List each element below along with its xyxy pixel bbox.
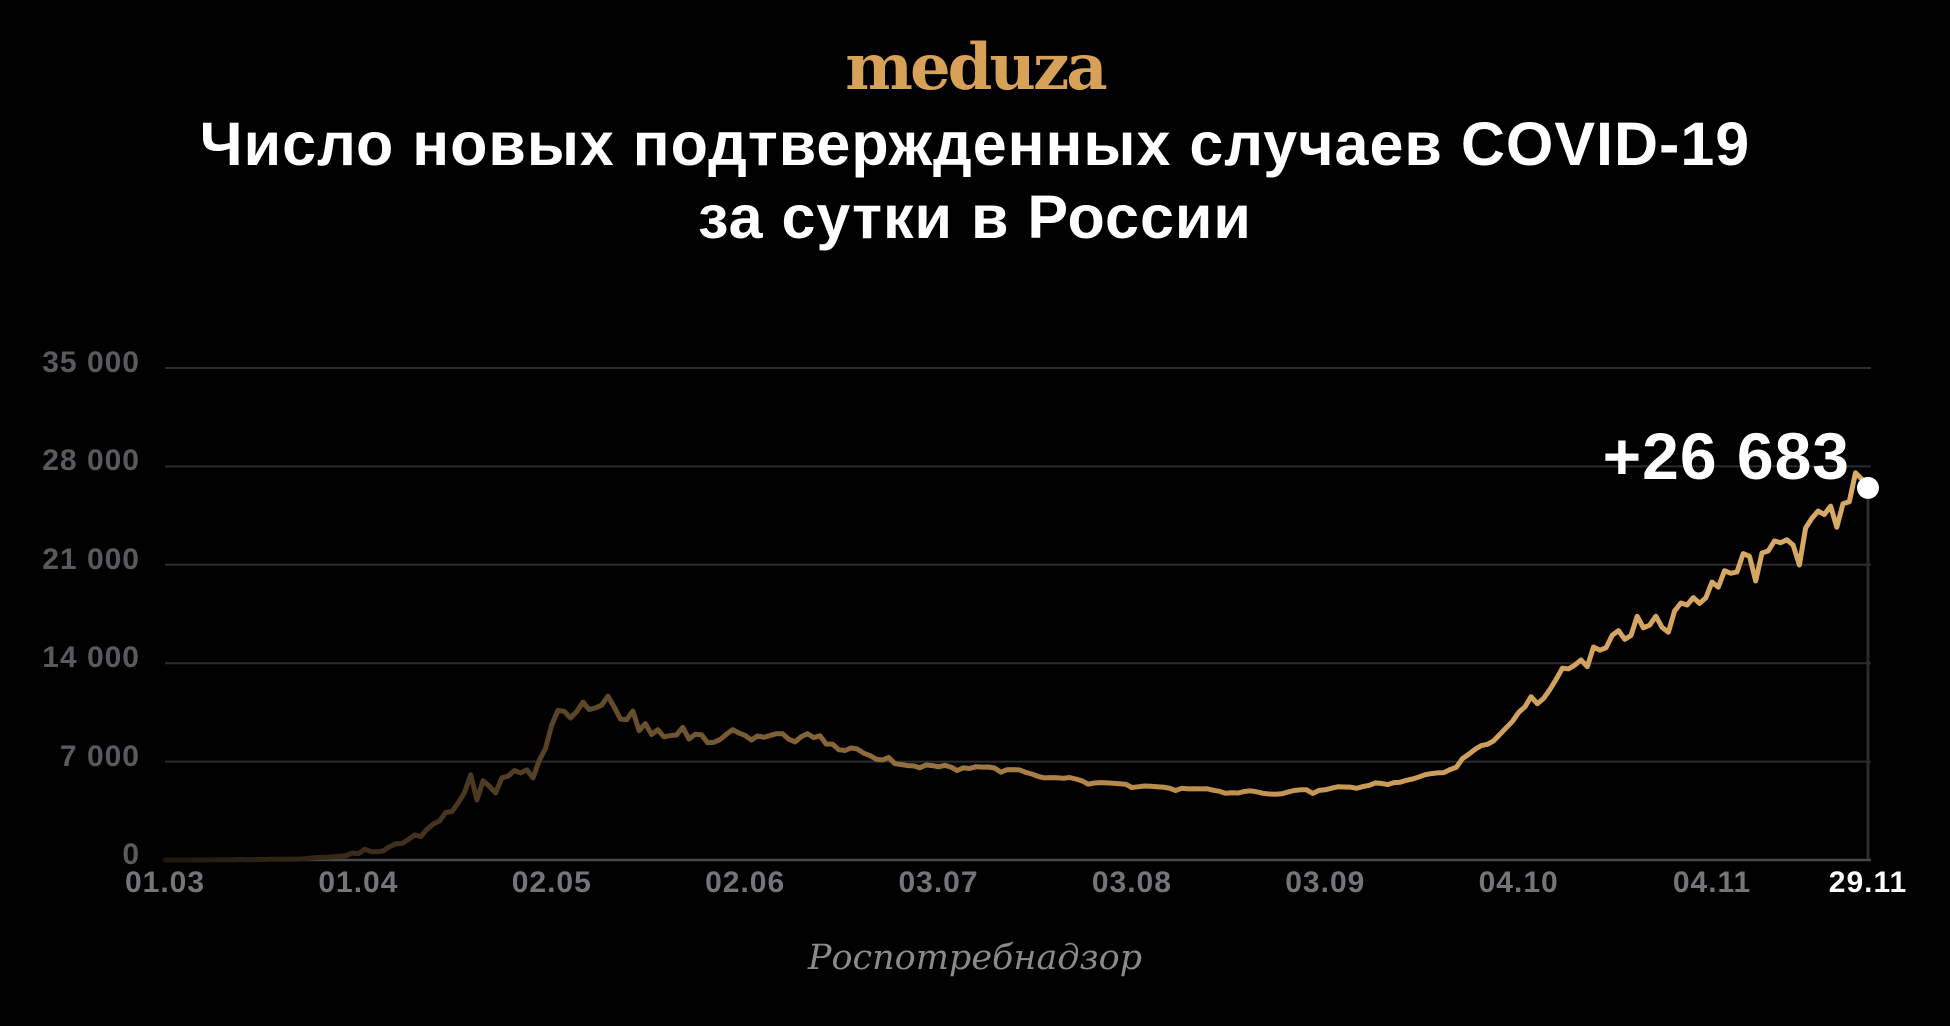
- x-axis-label-04.10: 04.10: [1478, 866, 1559, 899]
- y-axis-label: 0: [122, 838, 140, 871]
- x-axis-label-03.08: 03.08: [1091, 866, 1172, 899]
- chart-title-line-1: Число новых подтвержденных случаев COVID…: [199, 110, 1751, 178]
- y-axis-label: 35 000: [42, 346, 140, 379]
- y-axis-label: 28 000: [42, 444, 140, 478]
- x-axis-label-01.04: 01.04: [318, 866, 399, 899]
- x-axis-label-03.09: 03.09: [1285, 866, 1366, 899]
- latest-value-label: +26 683: [1602, 419, 1850, 493]
- x-axis-label-29.11: 29.11: [1828, 866, 1908, 899]
- source-credit: Роспотребнадзор: [807, 938, 1143, 978]
- x-axis-label-02.05: 02.05: [511, 866, 592, 899]
- y-axis-label: 14 000: [42, 641, 140, 675]
- x-axis-label-01.03: 01.03: [124, 866, 206, 899]
- x-axis-label-04.11: 04.11: [1672, 866, 1752, 899]
- y-axis-label: 21 000: [42, 542, 140, 576]
- y-axis-label: 7 000: [59, 739, 140, 773]
- chart-title-line-2: за сутки в России: [698, 183, 1252, 251]
- series-group: [162, 470, 1879, 863]
- x-axis-label-03.07: 03.07: [898, 866, 979, 899]
- series-line: [162, 470, 1871, 863]
- x-axis-label-02.06: 02.06: [705, 866, 786, 899]
- endpoint-dot: [1857, 476, 1879, 499]
- chart-title: Число новых подтвержденных случаев COVID…: [0, 108, 1950, 254]
- meduza-logo: meduza: [845, 30, 1108, 105]
